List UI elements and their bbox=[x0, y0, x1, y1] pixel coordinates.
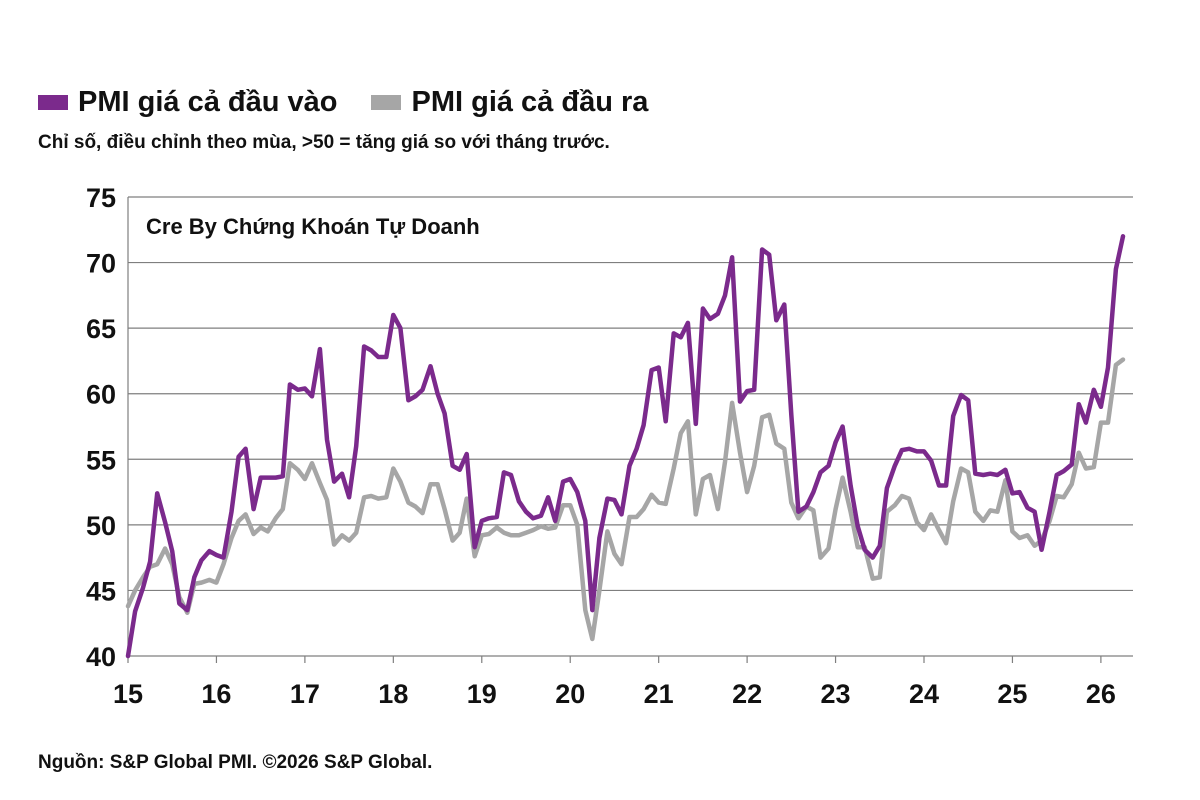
x-tick-label-25: 25 bbox=[997, 679, 1027, 709]
series-line-output-prices bbox=[125, 357, 1126, 642]
x-tick-label-22: 22 bbox=[732, 679, 762, 709]
legend-label-input-prices: PMI giá cả đầu vào bbox=[78, 86, 338, 118]
y-tick-label-55: 55 bbox=[86, 445, 116, 475]
y-tick-label-70: 70 bbox=[86, 249, 116, 279]
source-note: Nguồn: S&P Global PMI. ©2026 S&P Global. bbox=[38, 752, 433, 773]
x-tick-label-21: 21 bbox=[644, 679, 674, 709]
series-line-input-prices bbox=[125, 234, 1126, 659]
watermark-text: Cre By Chứng Khoán Tự Doanh bbox=[146, 214, 480, 239]
legend-swatch-output-prices bbox=[371, 95, 402, 110]
x-tick-label-19: 19 bbox=[467, 679, 497, 709]
x-tick-label-18: 18 bbox=[378, 679, 408, 709]
x-tick-label-26: 26 bbox=[1086, 679, 1116, 709]
x-tick-label-23: 23 bbox=[821, 679, 851, 709]
x-tick-label-17: 17 bbox=[290, 679, 320, 709]
legend: PMI giá cả đầu vào PMI giá cả đầu ra bbox=[38, 86, 682, 119]
y-tick-label-50: 50 bbox=[86, 511, 116, 541]
y-tick-label-60: 60 bbox=[86, 380, 116, 410]
y-tick-label-45: 45 bbox=[86, 576, 116, 606]
chart-subtitle: Chỉ số, điều chỉnh theo mùa, >50 = tăng … bbox=[38, 132, 610, 153]
y-tick-label-40: 40 bbox=[86, 642, 116, 672]
y-tick-label-65: 65 bbox=[86, 314, 116, 344]
x-tick-label-24: 24 bbox=[909, 679, 939, 709]
legend-item-input-prices: PMI giá cả đầu vào bbox=[38, 86, 337, 119]
x-tick-label-16: 16 bbox=[201, 679, 231, 709]
x-tick-label-15: 15 bbox=[113, 679, 143, 709]
legend-label-output-prices: PMI giá cả đầu ra bbox=[411, 86, 649, 118]
legend-item-output-prices: PMI giá cả đầu ra bbox=[371, 86, 648, 119]
y-tick-label-75: 75 bbox=[86, 183, 116, 213]
x-tick-label-20: 20 bbox=[555, 679, 585, 709]
legend-swatch-input-prices bbox=[38, 95, 68, 110]
